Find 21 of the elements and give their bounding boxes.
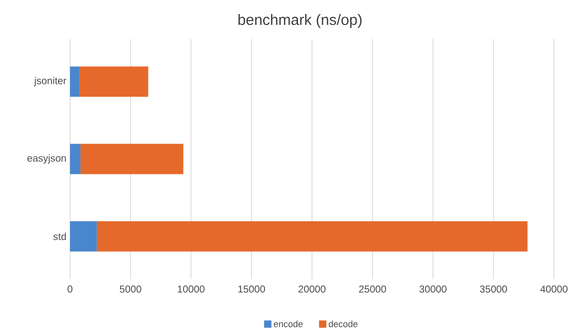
bar — [70, 66, 80, 97]
chart-title: benchmark (ns/op) — [238, 14, 362, 28]
x-tick-label: 30000 — [419, 286, 447, 293]
bar — [96, 221, 528, 252]
y-tick-label: easyjson — [27, 154, 66, 164]
x-tick-label: 25000 — [359, 286, 386, 293]
x-tick-label: 15000 — [238, 286, 266, 293]
bar — [80, 144, 184, 174]
bar — [70, 221, 97, 252]
bar — [78, 66, 148, 97]
bar — [70, 144, 80, 174]
y-tick-label: std — [53, 232, 66, 240]
y-tick-label: jsoniter — [34, 76, 66, 86]
x-tick-label: 10000 — [178, 286, 205, 293]
x-tick-label: 20000 — [298, 286, 326, 293]
x-tick-label: 5000 — [120, 286, 142, 293]
x-tick-label: 40000 — [540, 286, 568, 293]
legend-label: encode — [274, 320, 303, 328]
legend-label: decode — [328, 320, 358, 328]
x-tick-label: 35000 — [480, 286, 508, 293]
x-tick-label: 0 — [68, 286, 72, 293]
